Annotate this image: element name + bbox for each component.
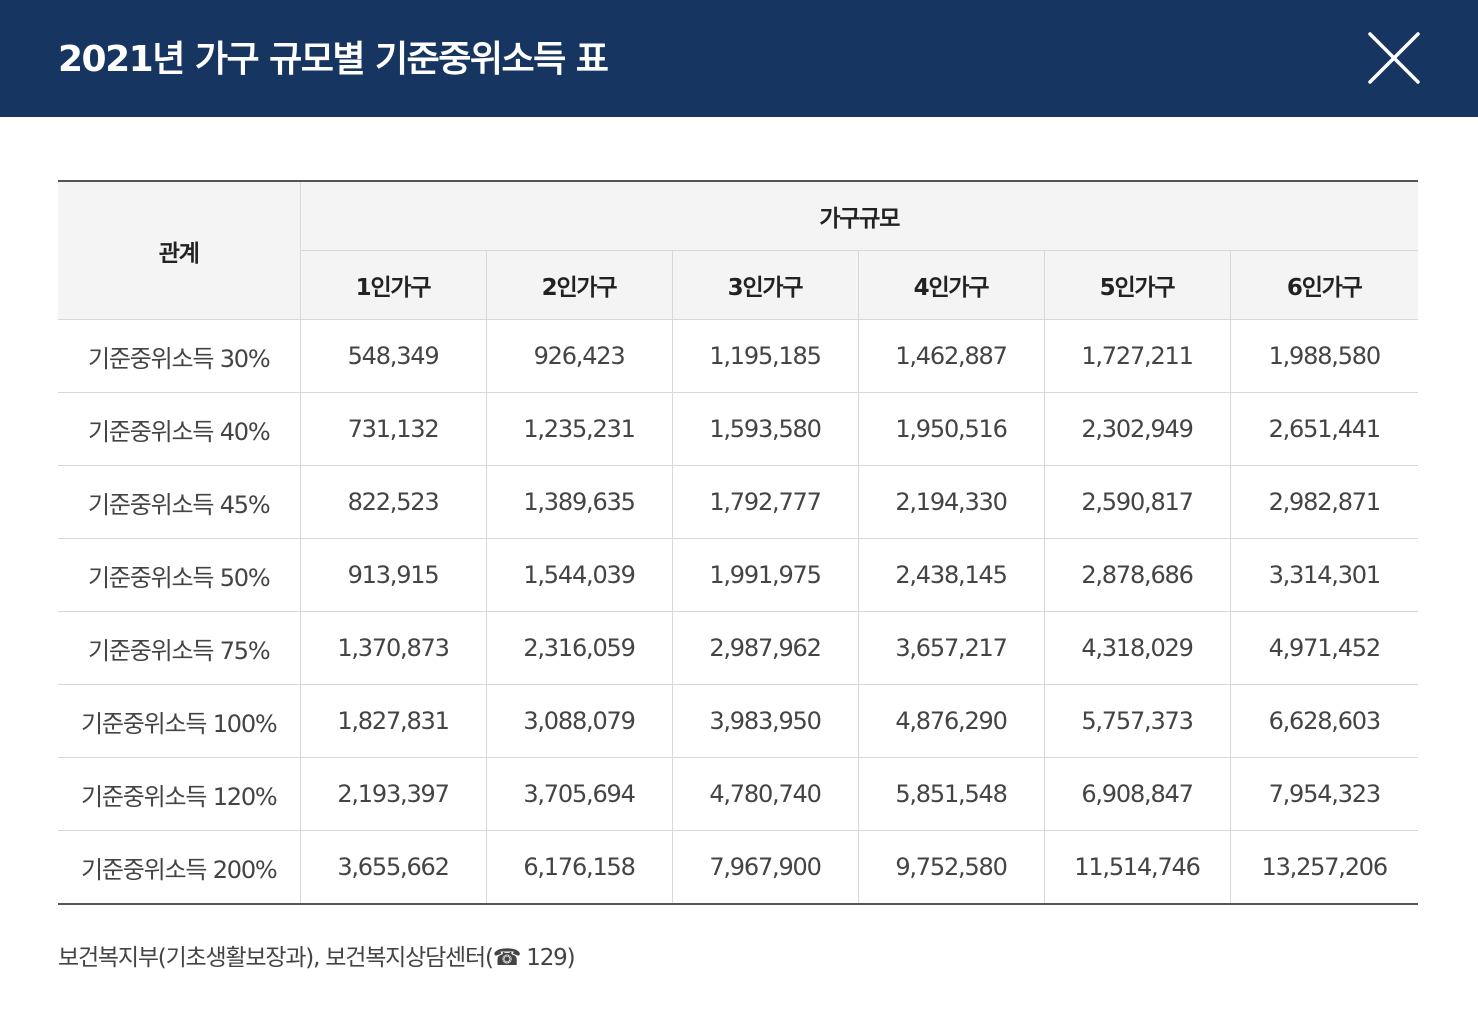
household-size-header: 가구규모: [299, 180, 1418, 251]
table-cell: 13,257,206: [1229, 830, 1418, 905]
column-header: 1인가구: [300, 250, 487, 320]
table-row: 기준중위소득 50% 913,915 1,544,039 1,991,975 2,438…: [58, 538, 1418, 612]
table-cell: 3,088,079: [485, 684, 673, 758]
table-row: 기준중위소득 30% 548,349 926,423 1,195,185 1,462,8…: [58, 319, 1418, 393]
table-row: 기준중위소득 75% 1,370,873 2,316,059 2,987,962 3,6…: [58, 611, 1418, 685]
table-cell: 1,389,635: [485, 465, 673, 539]
table-cell: 6,176,158: [485, 830, 673, 905]
table-cell: 2,982,871: [1229, 465, 1418, 539]
source-note: 보건복지부(기초생활보장과), 보건복지상담센터(☎ 129): [58, 945, 576, 971]
relation-header: 관계: [58, 180, 301, 320]
table-cell: 2,590,817: [1043, 465, 1231, 539]
table-row: 기준중위소득 100% 1,827,831 3,088,079 3,983,950 4,…: [58, 684, 1418, 758]
table-cell: 1,462,887: [857, 319, 1045, 393]
table-cell: 3,655,662: [299, 830, 487, 905]
table-cell: 2,878,686: [1043, 538, 1231, 612]
row-label: 기준중위소득 200%: [58, 830, 301, 905]
column-header: 5인가구: [1043, 250, 1231, 320]
table-cell: 11,514,746: [1043, 830, 1231, 905]
table-row: 기준중위소득 200% 3,655,662 6,176,158 7,967,900 9,…: [58, 830, 1418, 905]
table-cell: 1,544,039: [485, 538, 673, 612]
table-cell: 4,780,740: [671, 757, 859, 831]
column-header: 2인가구: [485, 250, 673, 320]
table-cell: 2,316,059: [485, 611, 673, 685]
table-cell: 2,193,397: [299, 757, 487, 831]
table-cell: 913,915: [299, 538, 487, 612]
table-cell: 1,988,580: [1229, 319, 1418, 393]
row-label: 기준중위소득 120%: [58, 757, 301, 831]
modal-title: 2021년 가구 규모별 기준중위소득 표: [58, 39, 609, 80]
table-cell: 4,876,290: [857, 684, 1045, 758]
table-cell: 4,318,029: [1043, 611, 1231, 685]
table-row: 기준중위소득 45% 822,523 1,389,635 1,792,777 2,194…: [58, 465, 1418, 539]
table-cell: 7,954,323: [1229, 757, 1418, 831]
table-cell: 1,593,580: [671, 392, 859, 466]
table-cell: 3,314,301: [1229, 538, 1418, 612]
table-cell: 2,438,145: [857, 538, 1045, 612]
table-cell: 1,370,873: [299, 611, 487, 685]
table-cell: 1,991,975: [671, 538, 859, 612]
table-cell: 2,651,441: [1229, 392, 1418, 466]
column-header: 4인가구: [857, 250, 1045, 320]
table-cell: 1,727,211: [1043, 319, 1231, 393]
close-button[interactable]: [1366, 30, 1422, 86]
table-cell: 3,657,217: [857, 611, 1045, 685]
table-cell: 1,235,231: [485, 392, 673, 466]
table-cell: 1,195,185: [671, 319, 859, 393]
table-cell: 926,423: [485, 319, 673, 393]
table-cell: 7,967,900: [671, 830, 859, 905]
row-label: 기준중위소득 45%: [58, 465, 301, 539]
table-cell: 1,792,777: [671, 465, 859, 539]
close-icon: [1368, 32, 1420, 84]
table-row: 기준중위소득 120% 2,193,397 3,705,694 4,780,740 5,…: [58, 757, 1418, 831]
table-cell: 2,987,962: [671, 611, 859, 685]
column-header: 6인가구: [1229, 250, 1418, 320]
table-cell: 2,302,949: [1043, 392, 1231, 466]
table-cell: 1,950,516: [857, 392, 1045, 466]
column-header: 3인가구: [671, 250, 859, 320]
table-cell: 822,523: [299, 465, 487, 539]
table-cell: 2,194,330: [857, 465, 1045, 539]
table-cell: 6,908,847: [1043, 757, 1231, 831]
row-label: 기준중위소득 30%: [58, 319, 301, 393]
table-cell: 3,705,694: [485, 757, 673, 831]
table-cell: 548,349: [299, 319, 487, 393]
table-cell: 4,971,452: [1229, 611, 1418, 685]
median-income-table: 관계 가구규모 1인가구 2인가구 3인가구 4인가구 5인가구 6인가구 기준중위소득 …: [58, 180, 1418, 905]
row-label: 기준중위소득 75%: [58, 611, 301, 685]
row-label: 기준중위소득 100%: [58, 684, 301, 758]
table-row: 기준중위소득 40% 731,132 1,235,231 1,593,580 1,950…: [58, 392, 1418, 466]
table-cell: 6,628,603: [1229, 684, 1418, 758]
modal-header: 2021년 가구 규모별 기준중위소득 표: [0, 0, 1478, 117]
table-cell: 5,851,548: [857, 757, 1045, 831]
table-cell: 9,752,580: [857, 830, 1045, 905]
table-cell: 731,132: [299, 392, 487, 466]
row-label: 기준중위소득 50%: [58, 538, 301, 612]
table-cell: 1,827,831: [299, 684, 487, 758]
row-label: 기준중위소득 40%: [58, 392, 301, 466]
table-cell: 5,757,373: [1043, 684, 1231, 758]
table-cell: 3,983,950: [671, 684, 859, 758]
